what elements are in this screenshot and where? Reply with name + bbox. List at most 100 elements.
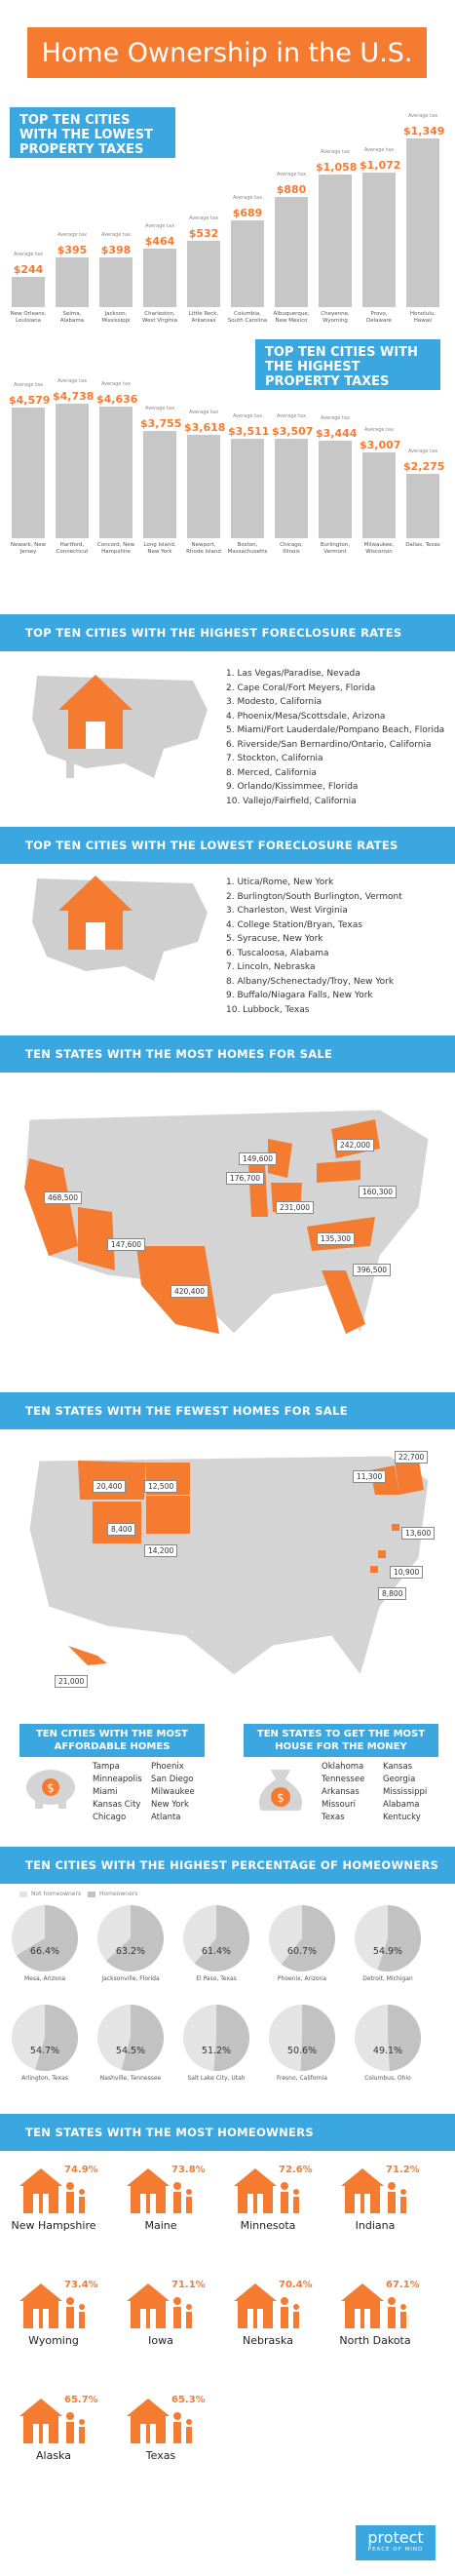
- tax-bar-caption: Average tax: [320, 148, 351, 155]
- pie-slice-homeowners: [213, 2005, 249, 2071]
- homeowner-percent: 72.6%: [279, 2165, 313, 2175]
- map-value-label: 420,400: [171, 1285, 209, 1298]
- pie-slice-homeowners: [16, 1905, 78, 1971]
- legend-not-homeowners: Not homeowners: [31, 1891, 82, 1897]
- legend-swatch-yes: [88, 1892, 95, 1897]
- pie-city: Mesa, Arizona: [23, 1975, 66, 1982]
- legend-homeowners: Homeowners: [99, 1891, 138, 1897]
- tax-bar-city: Little Rock, Arkansas: [188, 311, 219, 324]
- homeowner-percent: 71.2%: [386, 2165, 420, 2175]
- money-bag-icon: $: [258, 1770, 303, 1811]
- pct-homeowners-heading: TEN CITIES WITH THE HIGHEST PERCENTAGE O…: [0, 1847, 455, 1884]
- homeowner-percent: 74.9%: [64, 2165, 98, 2175]
- map-value-label: 149,600: [239, 1152, 278, 1165]
- tax-bar: [56, 403, 89, 538]
- pie-city: Nashville, Tennessee: [99, 2075, 162, 2082]
- pie-chart: [355, 1905, 421, 1971]
- pie-percent: 49.1%: [372, 2046, 403, 2056]
- map-value-label: 8,800: [378, 1587, 407, 1600]
- tax-bar-value: $3,755: [140, 417, 182, 431]
- house-family-icon: [127, 2168, 192, 2213]
- pie-chart: [183, 2005, 249, 2071]
- lowest-taxes-heading: TOP TEN CITIES WITH THE LOWEST PROPERTY …: [10, 107, 175, 158]
- tax-bar: [319, 174, 352, 307]
- pie-chart: [269, 2005, 335, 2071]
- map-value-label: 14,200: [144, 1544, 178, 1557]
- tax-bar-city: Newark, New Jersey: [10, 542, 47, 555]
- tax-bar-city: Jackson, Mississippi: [101, 311, 131, 324]
- pie-slice-homeowners: [388, 2005, 421, 2071]
- homeowner-percent: 73.4%: [64, 2280, 98, 2290]
- page-title: Home Ownership in the U.S.: [27, 27, 427, 78]
- tax-bar-caption: Average tax: [276, 171, 307, 177]
- pie-slice-homeowners: [377, 1905, 421, 1971]
- homeowner-percent: 71.1%: [171, 2280, 206, 2290]
- pie-city: Columbus, Ohio: [364, 2075, 411, 2082]
- house-icon-orange-1: [58, 675, 133, 749]
- pie-chart: [12, 1905, 78, 1971]
- tax-bar-value: $4,579: [9, 394, 51, 408]
- pie-percent: 60.7%: [286, 1946, 318, 1957]
- tax-bar-value: $2,275: [403, 459, 445, 473]
- map-value-label: 21,000: [55, 1675, 89, 1688]
- brand-tagline: PEACE OF MIND: [367, 2547, 424, 2553]
- us-map-most-homes: [23, 1109, 430, 1336]
- tax-bar-value: $3,618: [184, 421, 226, 435]
- homeowner-state: Maine: [144, 2219, 177, 2232]
- tax-bar-caption: Average tax: [13, 251, 44, 257]
- pie-percent: 54.9%: [372, 1946, 403, 1957]
- tax-bar-city: Dallas, Texas: [405, 542, 440, 548]
- pie-percent: 63.2%: [115, 1946, 146, 1957]
- house-family-icon: [341, 2168, 406, 2213]
- affordable-col-2: Phoenix San Diego Milwaukee New York Atlanta: [151, 1762, 195, 1822]
- fewest-homes-heading: TEN STATES WITH THE FEWEST HOMES FOR SAL…: [0, 1392, 455, 1429]
- house-icon-orange-2: [58, 876, 133, 950]
- brand-name: protect: [367, 2528, 424, 2547]
- tax-bar-city: Long Island, New York: [143, 542, 176, 555]
- pie-slice-homeowners: [194, 1905, 249, 1971]
- tax-bar-caption: Average tax: [407, 112, 438, 119]
- tax-bar-caption: Average tax: [363, 427, 395, 434]
- tax-bar-value: $1,349: [403, 124, 445, 137]
- tax-bar-city: Newport, Rhode Island: [186, 542, 221, 555]
- tax-bar-city: Cheyenne, Wyoming: [321, 311, 350, 324]
- house-family-icon: [19, 2283, 85, 2328]
- house-family-icon: [19, 2168, 85, 2213]
- tax-bar-city: New Orleans, Louisiana: [10, 311, 47, 324]
- pie-percent: 66.4%: [29, 1946, 60, 1957]
- pie-percent: 54.5%: [115, 2046, 146, 2056]
- pie-slice-homeowners: [300, 2005, 335, 2071]
- pie-city: Salt Lake City, Utah: [187, 2075, 246, 2082]
- tax-bar-caption: Average tax: [144, 406, 175, 412]
- tax-bar: [406, 137, 439, 307]
- pie-chart: [183, 1905, 249, 1971]
- homeowner-percent: 65.7%: [64, 2395, 98, 2405]
- map-value-label: 13,600: [401, 1527, 436, 1540]
- tax-bar-caption: Average tax: [57, 377, 88, 384]
- homeowner-state: Indiana: [355, 2219, 396, 2232]
- tax-bar-value: $532: [188, 226, 219, 240]
- map-value-label: 135,300: [317, 1232, 356, 1245]
- tax-bar-caption: Average tax: [188, 215, 219, 221]
- tax-bar-caption: Average tax: [232, 195, 263, 202]
- tax-bar: [12, 408, 45, 538]
- house-family-icon: [127, 2283, 192, 2328]
- tax-bar: [275, 438, 308, 538]
- homeowner-state: Nebraska: [243, 2334, 293, 2347]
- pie-chart: [97, 2005, 164, 2071]
- map-value-label: 176,700: [226, 1172, 265, 1185]
- tax-bar-value: $3,444: [316, 426, 358, 440]
- pie-chart: [12, 2005, 78, 2071]
- tax-bar: [231, 438, 264, 538]
- tax-bar-city: Boston, Massachusetts: [227, 542, 268, 555]
- homeowner-state: Alaska: [36, 2449, 71, 2462]
- house-family-icon: [341, 2283, 406, 2328]
- house-family-icon: [127, 2399, 192, 2443]
- tax-bar: [99, 256, 133, 307]
- pie-percent: 50.6%: [286, 2046, 318, 2056]
- tax-bar-value: $1,058: [316, 160, 358, 174]
- pie-city: Phoenix, Arizona: [277, 1975, 327, 1982]
- pie-chart: [269, 1905, 335, 1971]
- tax-bar-value: $4,636: [96, 392, 138, 406]
- tax-bar-caption: Average tax: [188, 410, 219, 416]
